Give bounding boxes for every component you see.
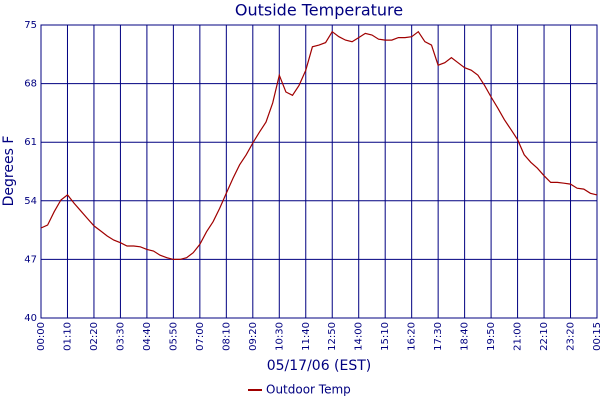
legend-label: Outdoor Temp (266, 383, 351, 397)
y-tick-label: 54 (24, 196, 37, 207)
x-tick-label: 22:10 (539, 322, 550, 351)
y-tick-label: 61 (24, 137, 37, 148)
x-tick-label: 11:40 (301, 322, 312, 351)
x-tick-label: 00:00 (36, 322, 47, 351)
x-tick-label: 09:20 (248, 322, 259, 351)
plot-border (40, 24, 598, 319)
chart-title: Outside Temperature (235, 1, 403, 20)
x-tick-label: 17:30 (433, 322, 444, 351)
y-tick-label: 68 (24, 79, 37, 90)
y-tick-label: 75 (24, 20, 37, 31)
x-tick-label: 14:00 (354, 322, 365, 351)
x-tick-label: 07:00 (195, 322, 206, 351)
x-tick-label: 12:50 (327, 322, 338, 351)
x-tick-label: 02:20 (89, 322, 100, 351)
x-tick-label: 10:30 (274, 322, 285, 351)
y-tick-label: 47 (24, 254, 37, 265)
y-tick-label: 40 (24, 313, 37, 324)
x-tick-label: 00:15 (592, 322, 600, 351)
x-tick-label: 15:10 (380, 322, 391, 351)
x-tick-label: 08:10 (221, 322, 232, 351)
x-tick-label: 04:40 (142, 322, 153, 351)
x-tick-label: 03:30 (115, 322, 126, 351)
x-tick-label: 01:10 (62, 322, 73, 351)
x-tick-label: 18:40 (460, 322, 471, 351)
x-axis-label: 05/17/06 (EST) (267, 358, 372, 374)
x-tick-label: 05:50 (168, 322, 179, 351)
y-axis-label: Degrees F (1, 136, 17, 207)
x-tick-label: 16:20 (407, 322, 418, 351)
line-series (40, 30, 598, 260)
x-tick-label: 23:20 (566, 322, 577, 351)
x-tick-label: 19:50 (486, 322, 497, 351)
x-tick-label: 21:00 (513, 322, 524, 351)
